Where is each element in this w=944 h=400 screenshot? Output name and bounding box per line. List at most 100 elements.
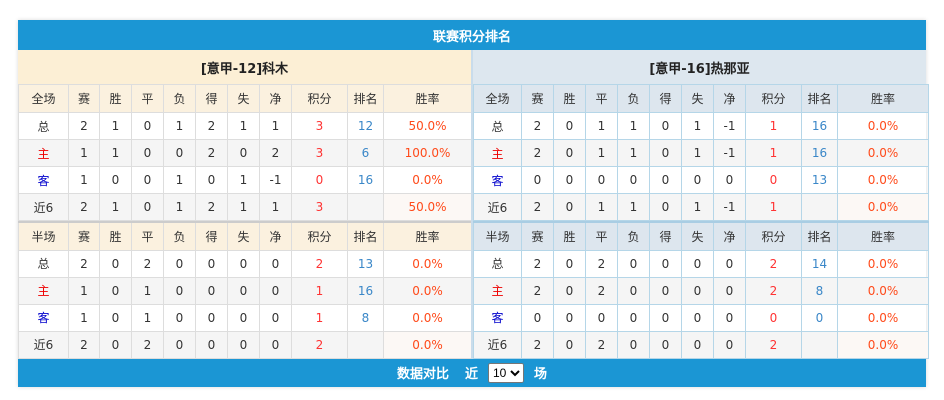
won-cell: 0 (553, 330, 586, 359)
drawn-cell: 0 (585, 166, 618, 194)
goals-against-cell: 0 (681, 303, 714, 332)
win-rate-cell: 0.0% (837, 303, 929, 332)
goal-diff-cell: 0 (713, 276, 746, 305)
header-row: 半场赛胜平负得失净积分 排名 胜率 (473, 221, 929, 251)
win-rate-cell: 0.0% (837, 112, 929, 140)
goals-for-cell: 0 (649, 139, 682, 167)
goals-against-cell: 0 (681, 249, 714, 278)
column-header: 负 (163, 221, 196, 251)
header-row: 全场赛胜平负得失净积分 排名 胜率 (18, 84, 472, 113)
played-cell: 1 (68, 139, 100, 167)
column-header: 胜 (553, 221, 586, 251)
played-cell: 2 (521, 193, 554, 221)
played-cell: 1 (68, 303, 100, 332)
lost-cell: 0 (617, 276, 650, 305)
lost-cell: 0 (617, 303, 650, 332)
rank-cell: 16 (347, 276, 384, 305)
points-cell: 2 (745, 330, 802, 359)
goals-for-cell: 2 (195, 112, 228, 140)
row-label: 总 (473, 249, 522, 278)
win-rate-cell: 0.0% (383, 330, 472, 359)
column-header: 失 (681, 84, 714, 113)
column-header: 积分 (745, 221, 802, 251)
table-row: 客 0 0 0 0 0 0 0 0 0 0.0% (473, 303, 929, 332)
goals-against-cell: 1 (227, 112, 260, 140)
section-label: 半场 (473, 221, 522, 251)
row-label: 总 (473, 112, 522, 140)
played-cell: 1 (68, 166, 100, 194)
full-time-table: 全场赛胜平负得失净积分 排名 胜率总 2 1 0 1 2 1 1 3 12 50.0% 主 1 1 0 0 2 0 2 3… (18, 84, 472, 221)
goals-against-cell: 1 (681, 112, 714, 140)
column-header: 赛 (521, 221, 554, 251)
table-row: 总 2 0 2 0 0 0 0 2 13 0.0% (18, 249, 472, 278)
goals-for-cell: 2 (195, 139, 228, 167)
rank-cell: 12 (347, 112, 384, 140)
won-cell: 0 (99, 276, 132, 305)
half-time-table: 半场赛胜平负得失净积分 排名 胜率总 2 0 2 0 0 0 0 2 14 0.0% 主 2 0 2 0 0 0 0 2 8… (473, 221, 929, 359)
column-header: 积分 (291, 84, 348, 113)
column-header: 得 (195, 221, 228, 251)
rank-cell: 16 (801, 139, 838, 167)
played-cell: 2 (521, 276, 554, 305)
row-label: 近6 (473, 193, 522, 221)
recent-prefix: 近 (464, 367, 478, 382)
recent-count-select[interactable]: 10 (488, 362, 524, 383)
won-cell: 0 (99, 166, 132, 194)
goals-against-cell: 0 (227, 249, 260, 278)
standings-widget: 联赛积分排名 [意甲-12]科木 全场赛胜平负得失净积分 排名 胜率总 2 1 0 1 2 1 1… (18, 20, 929, 387)
points-cell: 1 (745, 193, 802, 221)
drawn-cell: 0 (585, 303, 618, 332)
win-rate-cell: 0.0% (837, 330, 929, 359)
column-header: 赛 (68, 221, 100, 251)
lost-cell: 0 (163, 276, 196, 305)
goal-diff-cell: 0 (713, 249, 746, 278)
row-label: 客 (473, 303, 522, 332)
drawn-cell: 1 (585, 193, 618, 221)
rank-cell (347, 330, 384, 359)
points-cell: 0 (291, 166, 348, 194)
lost-cell: 1 (163, 166, 196, 194)
column-header: 失 (227, 84, 260, 113)
rank-cell (801, 330, 838, 359)
won-cell: 1 (99, 139, 132, 167)
win-rate-cell: 0.0% (837, 276, 929, 305)
column-header: 得 (649, 84, 682, 113)
lost-cell: 0 (617, 166, 650, 194)
row-label: 主 (18, 276, 69, 305)
goal-diff-cell: -1 (713, 112, 746, 140)
win-rate-cell: 0.0% (383, 303, 472, 332)
column-header: 净 (713, 84, 746, 113)
win-rate-cell: 0.0% (837, 193, 929, 221)
column-header: 平 (585, 84, 618, 113)
won-cell: 0 (553, 193, 586, 221)
points-cell: 0 (745, 166, 802, 194)
goals-against-cell: 0 (227, 330, 260, 359)
played-cell: 0 (521, 166, 554, 194)
drawn-cell: 1 (585, 139, 618, 167)
column-header: 排名 (347, 84, 384, 113)
won-cell: 0 (99, 330, 132, 359)
rank-cell: 14 (801, 249, 838, 278)
drawn-cell: 2 (585, 330, 618, 359)
header-row: 全场赛胜平负得失净积分 排名 胜率 (473, 84, 929, 113)
drawn-cell: 1 (585, 112, 618, 140)
recent-suffix: 场 (534, 367, 548, 382)
goals-for-cell: 0 (195, 249, 228, 278)
goals-against-cell: 0 (227, 276, 260, 305)
goal-diff-cell: 0 (713, 303, 746, 332)
goals-for-cell: 0 (649, 193, 682, 221)
section-label: 半场 (18, 221, 69, 251)
lost-cell: 1 (163, 112, 196, 140)
drawn-cell: 0 (131, 139, 164, 167)
row-label: 近6 (18, 193, 69, 221)
column-header: 平 (131, 84, 164, 113)
column-header: 失 (227, 221, 260, 251)
column-header: 排名 (801, 221, 838, 251)
goal-diff-cell: 0 (259, 249, 292, 278)
header-row: 半场赛胜平负得失净积分 排名 胜率 (18, 221, 472, 251)
table-row: 客 0 0 0 0 0 0 0 0 13 0.0% (473, 166, 929, 194)
column-header: 积分 (291, 221, 348, 251)
drawn-cell: 2 (585, 249, 618, 278)
column-header: 得 (195, 84, 228, 113)
drawn-cell: 1 (131, 303, 164, 332)
